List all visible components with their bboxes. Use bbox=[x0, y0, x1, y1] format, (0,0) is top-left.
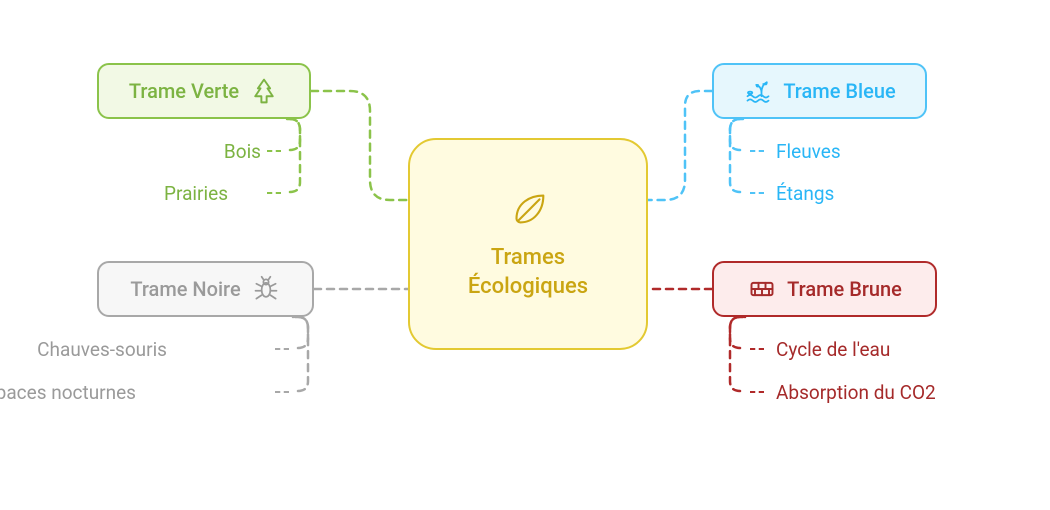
leaf-label: Chauves-souris bbox=[37, 338, 167, 361]
branch-label: Trame Brune bbox=[787, 277, 902, 301]
leaf-tick bbox=[267, 150, 281, 152]
tree-icon bbox=[249, 76, 279, 106]
center-label-1: Trames bbox=[468, 244, 588, 273]
water-plant-icon bbox=[743, 76, 773, 106]
wall-icon bbox=[747, 274, 777, 304]
center-label-2: Écologiques bbox=[468, 273, 588, 302]
branch-label: Trame Noire bbox=[130, 277, 240, 301]
branch-node-brune: Trame Brune bbox=[712, 261, 937, 317]
leaf-label: Absorption du CO2 bbox=[776, 381, 936, 404]
branch-node-verte: Trame Verte bbox=[97, 63, 311, 119]
leaf-tick bbox=[750, 391, 764, 393]
leaf-icon bbox=[505, 186, 551, 232]
leaf-tick bbox=[275, 391, 289, 393]
leaf-label: Étangs bbox=[776, 182, 834, 205]
branch-label: Trame Verte bbox=[129, 79, 239, 103]
leaf-tick bbox=[275, 348, 289, 350]
center-node: Trames Écologiques bbox=[408, 138, 648, 350]
leaf-tick bbox=[267, 192, 281, 194]
leaf-label: Fleuves bbox=[776, 140, 841, 163]
bug-icon bbox=[251, 274, 281, 304]
leaf-label: Bois bbox=[224, 140, 261, 163]
leaf-tick bbox=[750, 150, 764, 152]
branch-node-bleue: Trame Bleue bbox=[712, 63, 927, 119]
branch-label: Trame Bleue bbox=[783, 79, 895, 103]
leaf-label: Cycle de l'eau bbox=[776, 338, 890, 361]
branch-node-noire: Trame Noire bbox=[97, 261, 314, 317]
leaf-tick bbox=[750, 192, 764, 194]
leaf-label: Rapaces nocturnes bbox=[0, 381, 136, 404]
leaf-tick bbox=[750, 348, 764, 350]
leaf-label: Prairies bbox=[164, 182, 228, 205]
